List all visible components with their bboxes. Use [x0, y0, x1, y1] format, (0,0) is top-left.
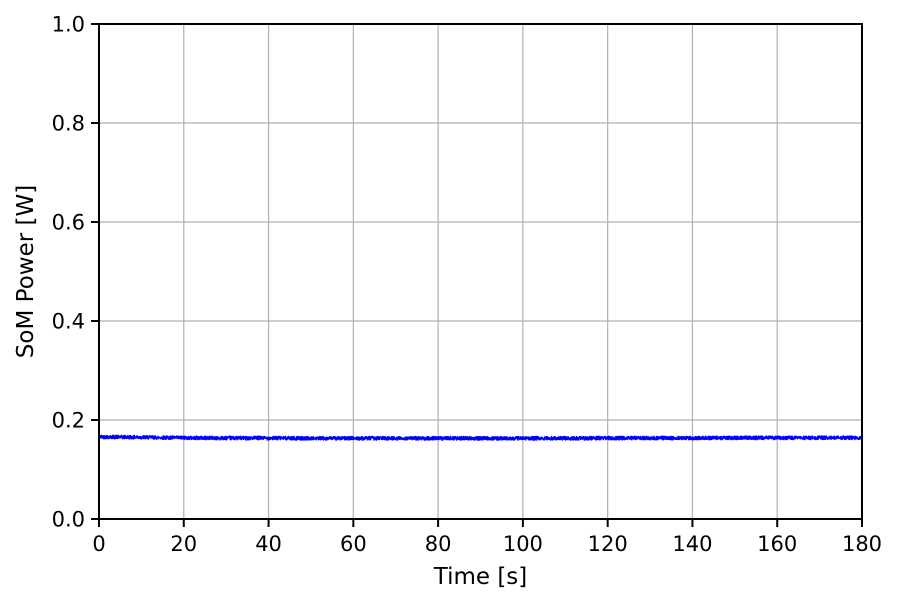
grid-lines — [98, 23, 863, 520]
x-tick-label: 20 — [170, 532, 197, 556]
x-tick-label: 140 — [672, 532, 712, 556]
x-tick-label: 160 — [757, 532, 797, 556]
y-tick-label: 0.2 — [52, 409, 85, 433]
y-tick-label: 0.6 — [52, 211, 85, 235]
y-tick-label: 0.8 — [52, 112, 85, 136]
y-tick-label: 1.0 — [52, 13, 85, 37]
axis-ticks — [91, 23, 863, 527]
x-tick-label: 40 — [255, 532, 282, 556]
x-tick-label: 80 — [425, 532, 452, 556]
x-tick-label: 0 — [92, 532, 105, 556]
y-axis-label: SoM Power [W] — [13, 185, 39, 358]
data-line-som-power — [99, 434, 862, 441]
x-tick-label: 60 — [340, 532, 367, 556]
axis-tick-labels: 0 20 40 60 80 100 120 140 160 180 0.0 0.2 0.4 0.6 0.8 1… — [52, 13, 882, 557]
x-axis-label: Time [s] — [433, 564, 528, 590]
plot-border — [98, 23, 863, 520]
y-tick-label: 0.4 — [52, 310, 85, 334]
data-line-layer — [99, 434, 862, 441]
x-tick-label: 120 — [588, 532, 628, 556]
x-tick-label: 100 — [503, 532, 543, 556]
y-tick-label: 0.0 — [52, 508, 85, 532]
x-tick-label: 180 — [842, 532, 882, 556]
